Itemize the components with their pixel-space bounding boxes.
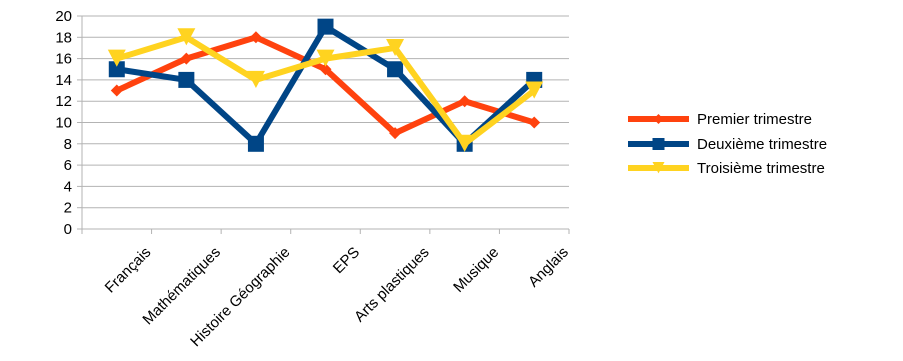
x-tick-label: Musique bbox=[450, 244, 502, 296]
data-point bbox=[249, 31, 262, 44]
legend-label: Deuxième trimestre bbox=[697, 136, 827, 153]
data-point bbox=[387, 61, 404, 78]
legend-label: Troisième trimestre bbox=[697, 160, 825, 177]
series-1 bbox=[110, 31, 541, 140]
data-point bbox=[389, 127, 402, 140]
y-tick-label: 2 bbox=[64, 200, 72, 217]
y-tick-label: 16 bbox=[55, 51, 72, 68]
data-point bbox=[528, 116, 541, 129]
legend-swatch-marker bbox=[652, 162, 665, 174]
y-tick-label: 10 bbox=[55, 115, 72, 132]
data-point bbox=[180, 52, 193, 65]
data-point bbox=[386, 38, 405, 57]
data-point bbox=[246, 70, 265, 88]
legend: Premier trimestre Deuxième trimestre Trois… bbox=[628, 111, 827, 177]
y-tick-label: 18 bbox=[55, 29, 72, 46]
x-tick-label: Français bbox=[102, 244, 155, 297]
legend-item: Deuxième trimestre bbox=[628, 136, 827, 153]
y-tick-label: 0 bbox=[64, 221, 72, 238]
x-tick-label: Anglais bbox=[525, 244, 572, 291]
data-point bbox=[178, 71, 195, 88]
y-tick-label: 14 bbox=[55, 72, 72, 89]
grid-lines bbox=[82, 15, 569, 209]
data-point bbox=[525, 81, 544, 99]
y-tick-label: 4 bbox=[64, 178, 72, 195]
data-point bbox=[458, 95, 471, 108]
legend-label: Premier trimestre bbox=[697, 111, 812, 128]
data-point bbox=[247, 135, 264, 152]
series-3 bbox=[107, 28, 544, 152]
data-point bbox=[107, 49, 126, 67]
x-tick-label: EPS bbox=[330, 244, 363, 277]
y-tick-label: 12 bbox=[55, 93, 72, 110]
legend-swatch-marker bbox=[653, 114, 664, 124]
data-point bbox=[317, 18, 334, 35]
legend-item: Troisième trimestre bbox=[628, 160, 825, 177]
legend-swatch-marker bbox=[652, 138, 665, 150]
axes bbox=[77, 15, 570, 234]
data-point bbox=[319, 63, 332, 76]
data-point bbox=[177, 28, 196, 46]
data-point bbox=[108, 61, 125, 78]
data-point bbox=[316, 49, 335, 67]
legend-item: Premier trimestre bbox=[628, 111, 812, 128]
y-axis-tick-labels: 0 2 4 6 8 10 12 14 16 18 20 bbox=[55, 8, 72, 238]
y-tick-label: 6 bbox=[64, 157, 72, 174]
y-tick-label: 20 bbox=[55, 8, 72, 25]
data-point bbox=[110, 84, 123, 97]
data-point bbox=[455, 134, 474, 152]
y-tick-label: 8 bbox=[64, 136, 72, 153]
series-group bbox=[107, 18, 544, 152]
x-tick-label: Arts plastiques bbox=[351, 244, 433, 326]
